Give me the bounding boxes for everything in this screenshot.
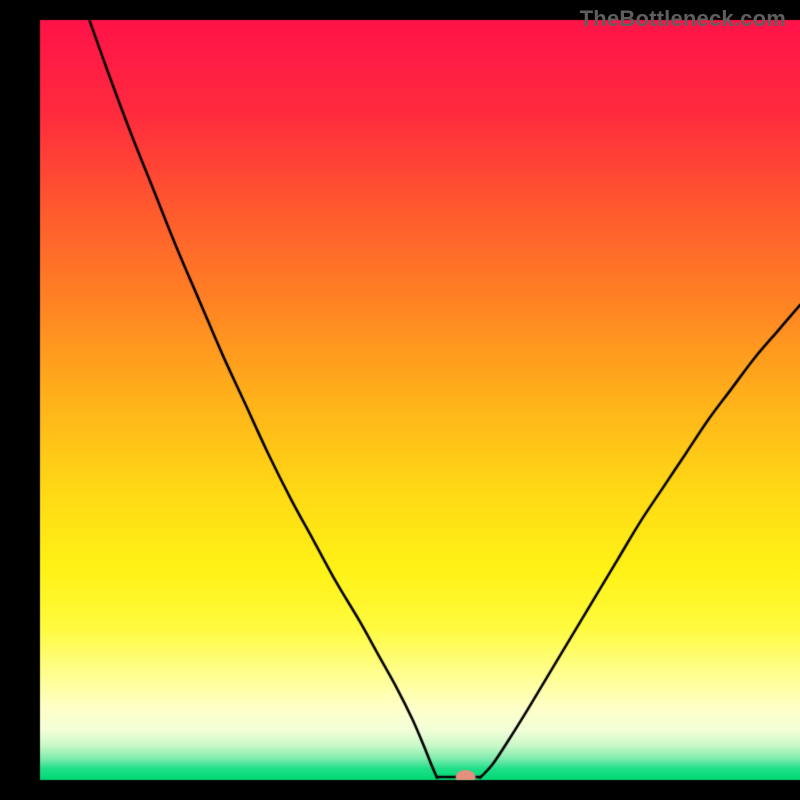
watermark-text: TheBottleneck.com: [580, 6, 786, 32]
chart-stage: TheBottleneck.com: [0, 0, 800, 800]
curve-canvas: [0, 0, 800, 800]
